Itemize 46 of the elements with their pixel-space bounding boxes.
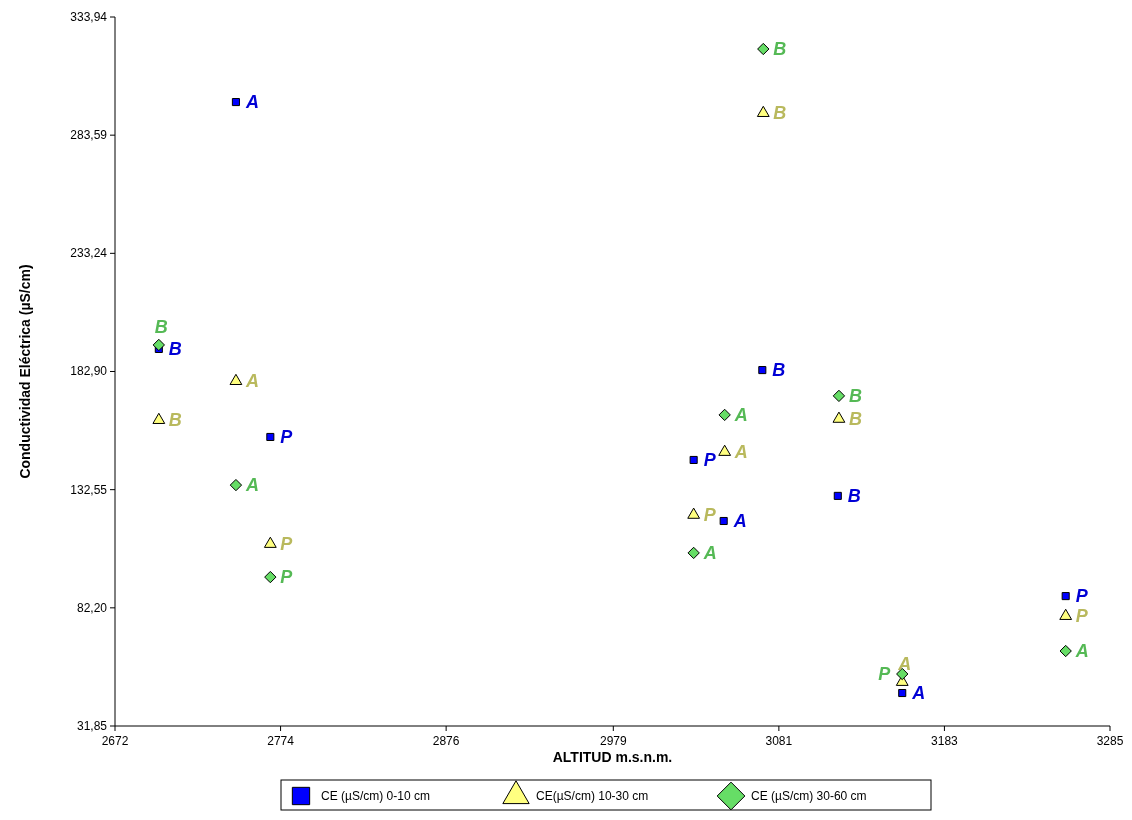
x-axis-title: ALTITUD m.s.n.m. [552,749,673,765]
legend-label: CE (µS/cm) 0-10 cm [321,789,430,803]
y-axis-title: Conductividad Eléctrica (µS/cm) [17,264,33,479]
data-label: B [773,103,787,124]
data-label: P [878,664,892,685]
data-label: A [733,441,748,462]
data-label: B [168,410,182,431]
data-label: A [244,475,259,496]
data-label: B [847,485,861,506]
data-label: A [244,92,259,113]
data-label: P [280,426,294,447]
data-label: A [897,653,912,674]
y-tick-label: 31,85 [76,719,108,733]
x-tick-label: 2876 [432,734,460,748]
data-label: B [773,39,787,60]
data-label: B [772,360,786,381]
x-tick-label: 3081 [765,734,793,748]
x-tick-label: 2979 [599,734,627,748]
data-label: A [732,510,747,531]
data-label: P [703,504,717,525]
x-tick-label: 3183 [931,734,959,748]
y-tick-label: 182,90 [70,364,108,379]
data-label: A [1074,641,1089,662]
legend-label: CE(µS/cm) 10-30 cm [536,789,649,803]
legend-label: CE (µS/cm) 30-60 cm [751,789,867,803]
data-label: B [848,408,862,429]
y-tick-label: 333,94 [70,10,108,24]
data-label: P [280,567,294,588]
data-label: A [702,542,717,563]
data-label: B [848,385,862,406]
data-label: P [1075,606,1089,627]
data-label: A [733,404,748,425]
data-label: A [244,371,259,392]
data-label: B [168,338,182,359]
x-tick-label: 3285 [1096,734,1124,748]
data-label: P [280,533,294,554]
data-label: P [703,449,717,470]
data-label: B [154,316,168,337]
y-tick-label: 82,20 [76,600,108,615]
y-tick-label: 283,59 [70,128,108,143]
y-tick-label: 233,24 [70,246,108,261]
y-tick-label: 132,55 [70,482,108,497]
x-tick-label: 2774 [267,734,295,748]
data-label: P [1075,586,1089,607]
data-label: A [911,683,926,704]
x-tick-label: 2672 [101,734,129,748]
